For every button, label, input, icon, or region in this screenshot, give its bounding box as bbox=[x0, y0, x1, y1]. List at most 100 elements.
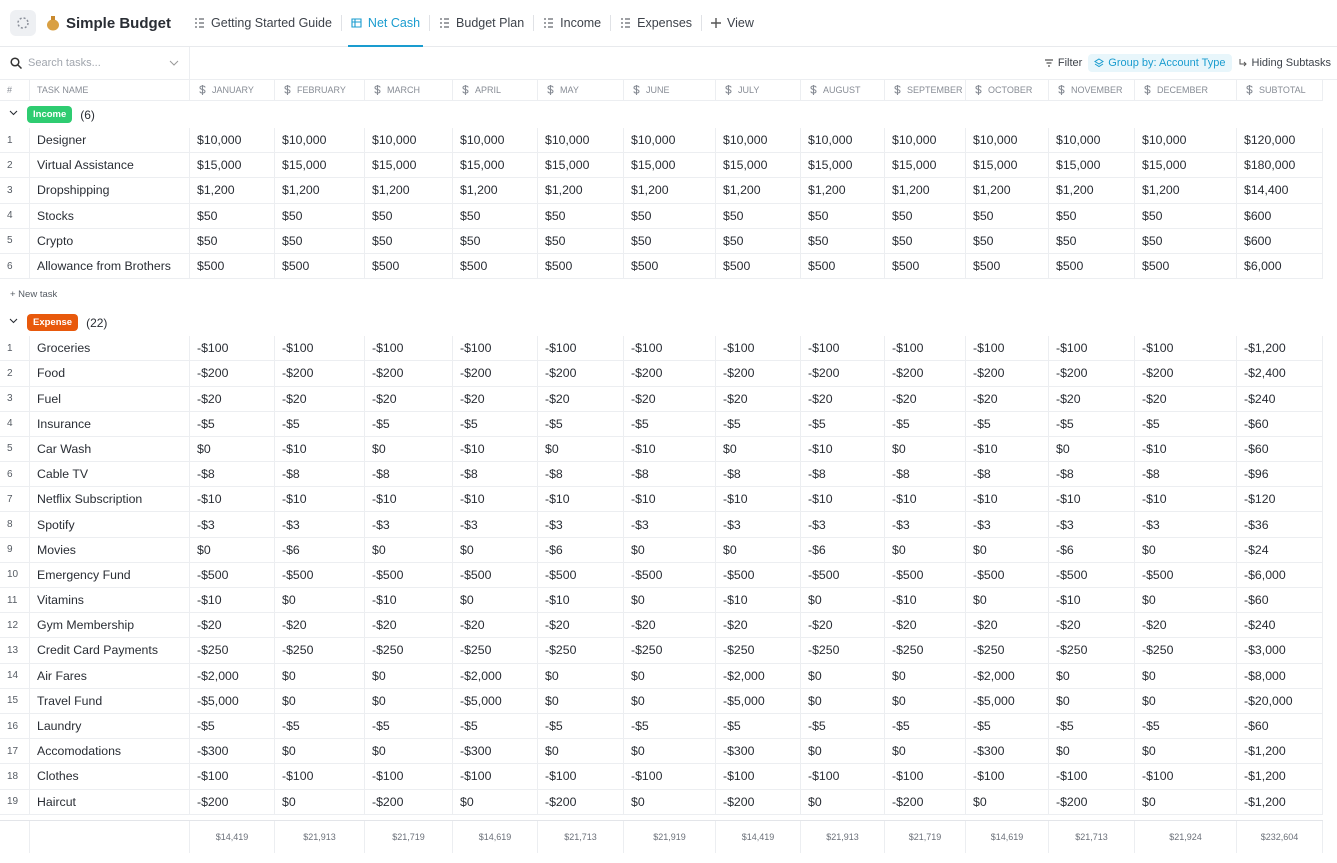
amount-cell: -$5,000 bbox=[966, 688, 1049, 714]
table-row[interactable]: 1 Designer $10,000 $10,000 $10,000 $10,000 $10… bbox=[0, 128, 1323, 154]
amount-cell: -$10 bbox=[275, 436, 365, 463]
amount-cell: -$100 bbox=[365, 336, 453, 362]
view-tab[interactable]: Net Cash bbox=[342, 0, 429, 47]
view-tab[interactable]: Budget Plan bbox=[430, 0, 533, 47]
column-header[interactable]: APRIL bbox=[453, 80, 538, 101]
amount-cell: $1,200 bbox=[624, 178, 716, 204]
table-row[interactable]: 11 Vitamins -$10 $0 -$10 $0 -$10 $0 -$10 $0 -$10 $0… bbox=[0, 588, 1323, 614]
table-row[interactable]: 1 Groceries -$100 -$100 -$100 -$100 -$100 -$100… bbox=[0, 336, 1323, 362]
table-row[interactable]: 13 Credit Card Payments -$250 -$250 -$250 -$2… bbox=[0, 638, 1323, 664]
amount-cell: $0 bbox=[624, 688, 716, 714]
table-row[interactable]: 5 Crypto $50 $50 $50 $50 $50 $50 $50 $50 $50 $50 $50… bbox=[0, 228, 1323, 254]
column-header[interactable]: MAY bbox=[538, 80, 624, 101]
table-row[interactable]: 8 Spotify -$3 -$3 -$3 -$3 -$3 -$3 -$3 -$3 -$3 -$3 -$… bbox=[0, 512, 1323, 538]
collapse-toggle[interactable] bbox=[8, 315, 19, 330]
table-row[interactable]: 6 Allowance from Brothers $500 $500 $500 $500… bbox=[0, 253, 1323, 280]
amount-cell: -$3 bbox=[801, 512, 885, 538]
table-row[interactable]: 6 Cable TV -$8 -$8 -$8 -$8 -$8 -$8 -$8 -$8 -$8 -$8-… bbox=[0, 462, 1323, 488]
task-name: Haircut bbox=[30, 789, 190, 815]
column-header[interactable]: JUNE bbox=[624, 80, 716, 101]
search-box[interactable]: Search tasks... bbox=[0, 46, 190, 80]
table-row[interactable]: 5 Car Wash $0 -$10 $0 -$10 $0 -$10 $0 -$10 $0 -$10 $… bbox=[0, 436, 1323, 463]
task-name: Dropshipping bbox=[30, 178, 190, 204]
column-header-label: FEBRUARY bbox=[297, 85, 346, 95]
amount-cell: -$24 bbox=[1237, 537, 1323, 563]
column-header[interactable]: MARCH bbox=[365, 80, 453, 101]
workspace-icon[interactable] bbox=[10, 10, 36, 36]
column-header[interactable]: DECEMBER bbox=[1135, 80, 1237, 101]
amount-cell: $10,000 bbox=[538, 128, 624, 154]
group-tag: Expense bbox=[27, 314, 79, 332]
table-row[interactable]: 4 Stocks $50 $50 $50 $50 $50 $50 $50 $50 $50 $50 $50… bbox=[0, 203, 1323, 229]
table-row[interactable]: 3 Fuel -$20 -$20 -$20 -$20 -$20 -$20 -$20 -$20 -$2… bbox=[0, 386, 1323, 412]
add-view[interactable]: View bbox=[702, 0, 763, 47]
table-row[interactable]: 3 Dropshipping $1,200 $1,200 $1,200 $1,200 $1,… bbox=[0, 178, 1323, 204]
table-row[interactable]: 17 Accomodations -$300 $0 $0 -$300 $0 $0 -$300 $0… bbox=[0, 739, 1323, 765]
collapse-toggle[interactable] bbox=[8, 107, 19, 122]
row-number: 13 bbox=[0, 638, 30, 664]
tab-label: Expenses bbox=[637, 16, 693, 30]
amount-cell: -$200 bbox=[1049, 361, 1135, 387]
column-header[interactable]: SEPTEMBER bbox=[885, 80, 966, 101]
amount-cell: -$200 bbox=[365, 789, 453, 815]
amount-cell: $15,000 bbox=[801, 153, 885, 179]
table-row[interactable]: 14 Air Fares -$2,000 $0 $0 -$2,000 $0 $0 -$2,000… bbox=[0, 663, 1323, 689]
column-header[interactable]: JULY bbox=[716, 80, 801, 101]
amount-cell: -$2,000 bbox=[716, 663, 801, 689]
group-by-button[interactable]: Group by: Account Type bbox=[1088, 54, 1232, 72]
column-header[interactable]: # bbox=[0, 80, 30, 101]
amount-cell: -$500 bbox=[1049, 562, 1135, 588]
amount-cell: -$200 bbox=[365, 361, 453, 387]
amount-cell: $500 bbox=[1135, 253, 1237, 280]
table-row[interactable]: 7 Netflix Subscription -$10 -$10 -$10 -$10 -$1… bbox=[0, 487, 1323, 513]
table-row[interactable]: 10 Emergency Fund -$500 -$500 -$500 -$500 -$50… bbox=[0, 562, 1323, 588]
view-tab[interactable]: Income bbox=[534, 0, 610, 47]
column-header[interactable]: FEBRUARY bbox=[275, 80, 365, 101]
amount-cell: -$5 bbox=[190, 713, 275, 740]
subtasks-button[interactable]: Hiding Subtasks bbox=[1232, 54, 1337, 72]
amount-cell: -$300 bbox=[966, 739, 1049, 765]
task-name: Accomodations bbox=[30, 739, 190, 765]
amount-cell: -$96 bbox=[1237, 462, 1323, 488]
column-header[interactable]: OCTOBER bbox=[966, 80, 1049, 101]
amount-cell: -$100 bbox=[966, 764, 1049, 790]
amount-cell: $500 bbox=[275, 253, 365, 280]
amount-cell: -$100 bbox=[1135, 764, 1237, 790]
table-row[interactable]: 4 Insurance -$5 -$5 -$5 -$5 -$5 -$5 -$5 -$5 -$5 -$5… bbox=[0, 411, 1323, 437]
amount-cell: $50 bbox=[1049, 203, 1135, 229]
amount-cell: -$6 bbox=[1049, 537, 1135, 563]
amount-cell: -$20 bbox=[624, 386, 716, 412]
table-row[interactable]: 18 Clothes -$100 -$100 -$100 -$100 -$100 -$100-… bbox=[0, 764, 1323, 790]
amount-cell: -$100 bbox=[365, 764, 453, 790]
table-row[interactable]: 19 Haircut -$200 $0 -$200 $0 -$200 $0 -$200 $0 -$2… bbox=[0, 789, 1323, 815]
amount-cell: -$10 bbox=[716, 487, 801, 513]
table-row[interactable]: 15 Travel Fund -$5,000 $0 $0 -$5,000 $0 $0 -$5,0… bbox=[0, 688, 1323, 714]
table-row[interactable]: 2 Virtual Assistance $15,000 $15,000 $15,000… bbox=[0, 153, 1323, 179]
amount-cell: $0 bbox=[801, 688, 885, 714]
table-row[interactable]: 12 Gym Membership -$20 -$20 -$20 -$20 -$20 -$20… bbox=[0, 613, 1323, 639]
table-row[interactable]: 16 Laundry -$5 -$5 -$5 -$5 -$5 -$5 -$5 -$5 -$5 -$5-… bbox=[0, 713, 1323, 740]
amount-cell: -$500 bbox=[801, 562, 885, 588]
column-header[interactable]: TASK NAME bbox=[30, 80, 190, 101]
row-number: 19 bbox=[0, 789, 30, 815]
view-tab[interactable]: Getting Started Guide bbox=[185, 0, 341, 47]
amount-cell: $120,000 bbox=[1237, 128, 1323, 154]
amount-cell: $50 bbox=[1135, 228, 1237, 254]
column-header[interactable]: AUGUST bbox=[801, 80, 885, 101]
view-tab[interactable]: Expenses bbox=[611, 0, 701, 47]
amount-cell: -$250 bbox=[190, 638, 275, 664]
filter-button[interactable]: Filter bbox=[1038, 54, 1088, 72]
table-row[interactable]: 9 Movies $0 -$6 $0 $0 -$6 $0 $0 -$6 $0 $0 -$6 $0 -$24 bbox=[0, 537, 1323, 563]
table-row[interactable]: 2 Food -$200 -$200 -$200 -$200 -$200 -$200 -$200… bbox=[0, 361, 1323, 387]
amount-cell: -$10 bbox=[453, 436, 538, 463]
new-task-button[interactable]: + New task bbox=[10, 288, 58, 300]
column-header[interactable]: JANUARY bbox=[190, 80, 275, 101]
column-header[interactable]: NOVEMBER bbox=[1049, 80, 1135, 101]
row-number: 18 bbox=[0, 764, 30, 790]
amount-cell: -$5 bbox=[1049, 411, 1135, 437]
column-header[interactable]: SUBTOTAL bbox=[1237, 80, 1323, 101]
icon-path bbox=[621, 18, 631, 28]
list-title[interactable]: Simple Budget bbox=[46, 15, 171, 32]
tab-icon bbox=[544, 18, 554, 28]
amount-cell: -$6 bbox=[275, 537, 365, 563]
